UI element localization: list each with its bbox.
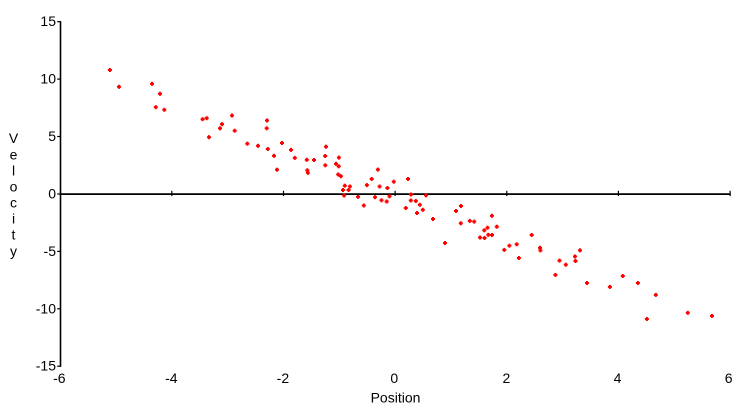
svg-text:o: o <box>10 179 18 195</box>
svg-text:0: 0 <box>390 370 398 386</box>
svg-text:c: c <box>10 194 17 210</box>
svg-text:0: 0 <box>48 186 56 202</box>
svg-text:10: 10 <box>40 71 56 87</box>
svg-text:t: t <box>12 227 16 243</box>
svg-text:5: 5 <box>48 128 56 144</box>
svg-text:-5: -5 <box>44 243 57 259</box>
svg-text:i: i <box>12 211 15 227</box>
svg-text:-6: -6 <box>53 370 66 386</box>
svg-text:-10: -10 <box>36 300 56 316</box>
svg-text:l: l <box>12 162 15 178</box>
svg-text:-15: -15 <box>36 358 56 374</box>
svg-text:6: 6 <box>725 370 733 386</box>
svg-text:-4: -4 <box>165 370 178 386</box>
svg-text:Position: Position <box>371 390 421 406</box>
svg-text:-2: -2 <box>277 370 290 386</box>
svg-text:4: 4 <box>614 370 622 386</box>
svg-text:15: 15 <box>40 13 56 29</box>
svg-text:2: 2 <box>503 370 511 386</box>
svg-text:y: y <box>10 243 17 259</box>
svg-text:V: V <box>9 130 19 146</box>
svg-text:e: e <box>10 147 18 163</box>
